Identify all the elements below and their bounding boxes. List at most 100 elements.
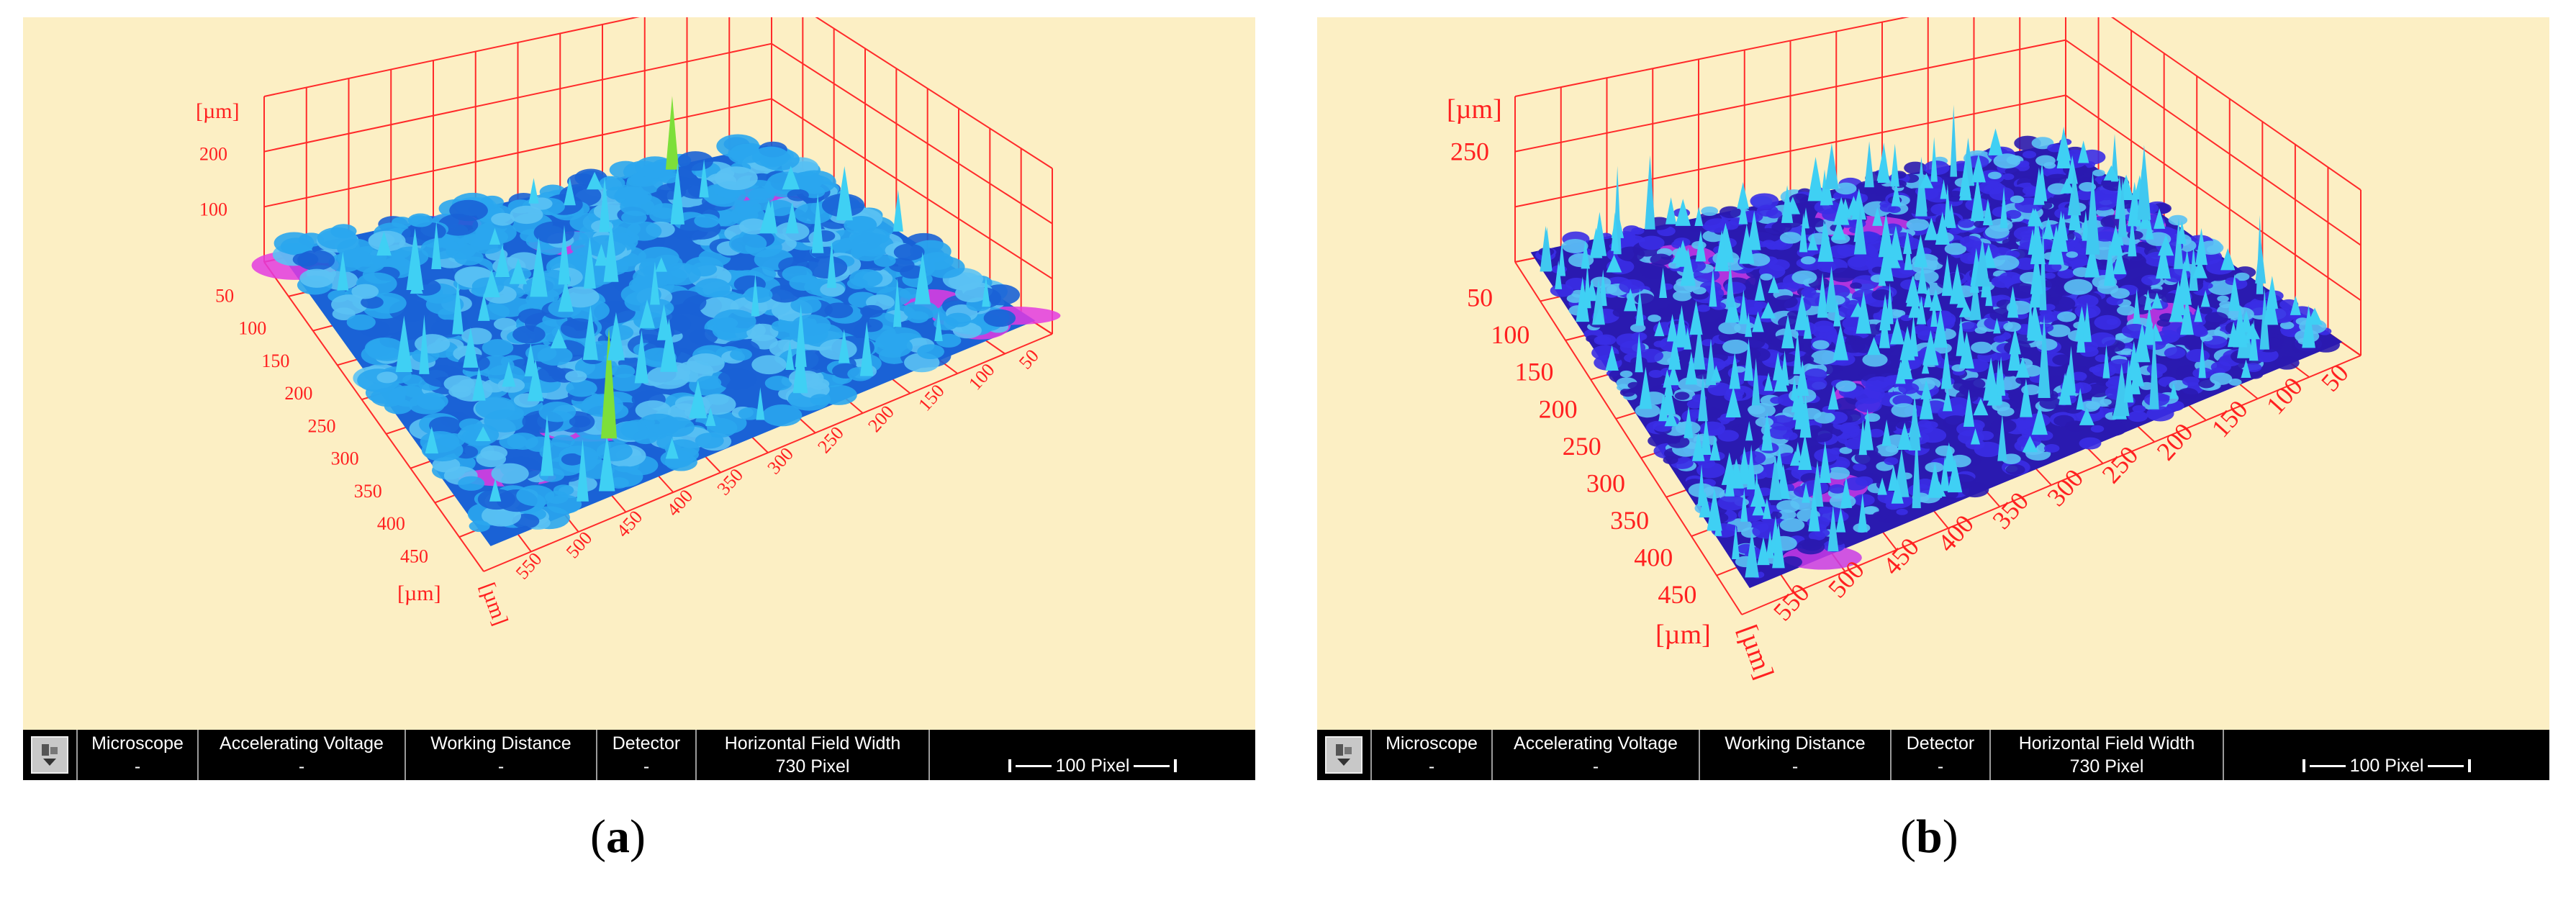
surface-bump xyxy=(599,176,625,191)
hfw-value: 730 Pixel xyxy=(2069,756,2144,777)
surface-bump xyxy=(1962,377,1986,391)
surface-spike xyxy=(2266,276,2279,309)
surface-bump xyxy=(716,134,760,158)
surface-bump xyxy=(1865,376,1894,392)
surface-spike xyxy=(528,178,539,204)
surface-spike xyxy=(1906,275,1921,307)
surface-bump xyxy=(1663,456,1678,464)
voltage-label: Accelerating Voltage xyxy=(1514,733,1678,754)
surface-spike xyxy=(558,279,574,312)
surface-bump xyxy=(818,339,857,361)
surface-bump xyxy=(538,402,577,422)
surface-spike xyxy=(2028,229,2038,255)
surface-spike xyxy=(2112,247,2127,275)
surface-bump xyxy=(1776,499,1800,513)
y-tick-label: 450 xyxy=(1658,580,1696,609)
surface-spike xyxy=(1877,477,1887,495)
surface-spike xyxy=(1987,252,1995,268)
surface-bump xyxy=(1799,355,1815,364)
surface-spike xyxy=(1739,224,1755,264)
surface-spike xyxy=(2290,295,2301,315)
surface-spike xyxy=(502,361,516,387)
detector-label: Detector xyxy=(1906,733,1975,754)
surface-bump xyxy=(1833,397,1858,412)
surface-spike xyxy=(1970,176,1985,222)
surface-spike xyxy=(583,237,596,289)
surface-spike xyxy=(2244,322,2260,340)
surface-bump xyxy=(1773,295,1798,309)
surface-bump xyxy=(2168,214,2188,226)
surface-spike xyxy=(1743,338,1754,381)
surface-spike xyxy=(475,426,491,442)
surface-bump xyxy=(1944,243,1967,255)
surface-spike xyxy=(2169,382,2179,399)
surface-bump xyxy=(1696,304,1711,312)
surface-bump xyxy=(824,302,854,319)
surface-bump xyxy=(2217,295,2229,302)
surface-bump xyxy=(1946,397,1970,410)
surface-spike xyxy=(1739,289,1748,325)
surface-bump xyxy=(782,266,813,283)
surface-spike xyxy=(1772,522,1785,569)
surface-bump xyxy=(1971,243,1999,259)
hfw-label: Horizontal Field Width xyxy=(2018,733,2195,754)
surface-spike xyxy=(1581,240,1590,269)
surface-bump xyxy=(899,287,920,299)
surface-bump xyxy=(1989,186,2015,201)
surface-bump xyxy=(1717,430,1739,442)
surface-spike xyxy=(660,318,678,372)
surface-bump xyxy=(810,394,831,406)
height-map-surface xyxy=(251,96,1061,546)
surface-spike xyxy=(2061,364,2076,396)
surface-spike xyxy=(1747,210,1761,250)
surface-spike xyxy=(1691,432,1705,461)
surface-spike xyxy=(2220,248,2236,271)
surface-bump xyxy=(1991,255,2020,271)
surface-spike xyxy=(1846,196,1861,216)
surface-bump xyxy=(566,379,597,397)
surface-bump xyxy=(491,212,515,226)
y-tick-label: 300 xyxy=(1586,469,1625,497)
surface-spike xyxy=(2133,289,2141,324)
surface-spike xyxy=(1675,305,1689,348)
caption-b: (b) xyxy=(1900,810,1958,863)
detector-toggle-button[interactable] xyxy=(1317,730,1372,780)
surface-spike xyxy=(1853,207,1867,255)
surface-bump xyxy=(1621,233,1634,240)
surface-spike xyxy=(1701,415,1712,455)
surface-bump xyxy=(2010,195,2025,204)
surface-spike xyxy=(665,438,679,459)
surface-bump xyxy=(1755,417,1774,427)
surface-bump xyxy=(1904,161,1927,175)
surface-bump xyxy=(1755,227,1782,243)
surface-bump xyxy=(2156,319,2171,327)
hfw-label: Horizontal Field Width xyxy=(724,733,901,754)
surface-spike xyxy=(1985,277,1993,307)
surface-bump xyxy=(1707,382,1732,397)
surface-spike xyxy=(2128,214,2137,257)
surface-spike xyxy=(2102,344,2110,379)
surface-bump xyxy=(2007,282,2037,299)
surface-bump xyxy=(751,146,790,168)
detector-toggle-button[interactable] xyxy=(23,730,78,780)
surface-spike xyxy=(1680,248,1696,286)
surface-bump xyxy=(1866,305,1881,314)
surface-spike xyxy=(1835,507,1846,533)
surface-spike xyxy=(1970,428,1981,445)
voltage-cell: Accelerating Voltage - xyxy=(1493,730,1700,780)
surface-spike xyxy=(1693,322,1706,370)
surface-bump xyxy=(510,205,543,225)
surface-bump xyxy=(1701,339,1715,347)
surface-spike xyxy=(1923,286,1933,308)
surface-bump xyxy=(364,337,405,360)
surface-spike xyxy=(2084,241,2100,278)
y-tick-label: 100 xyxy=(238,318,266,339)
surface-bump xyxy=(469,520,490,533)
surface-spike xyxy=(489,227,501,245)
surface-bump xyxy=(1619,370,1633,378)
surface-spike xyxy=(2103,165,2120,181)
surface-spike xyxy=(1558,241,1566,276)
surface-spike xyxy=(607,312,625,361)
surface-bump xyxy=(392,217,412,228)
